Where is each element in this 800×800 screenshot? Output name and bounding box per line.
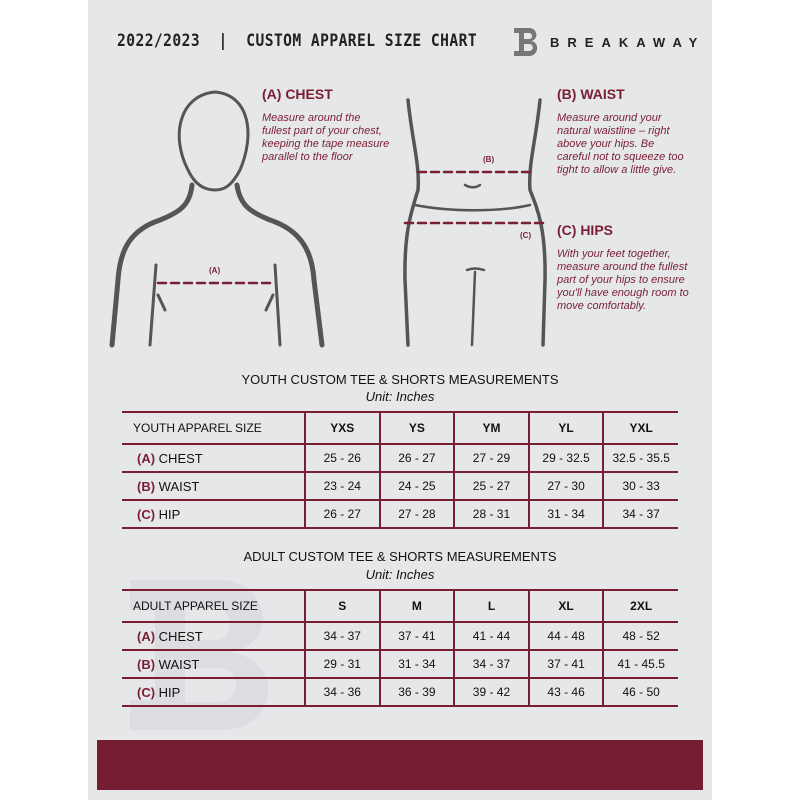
- cell: 25 - 27: [453, 471, 529, 501]
- size-header: YXS: [304, 411, 380, 445]
- cell: 27 - 30: [527, 471, 604, 501]
- chest-marker: (A): [209, 266, 221, 275]
- footer-bar: [97, 740, 703, 790]
- table-row: (C) HIP 26 - 27 27 - 28 28 - 31 31 - 34 34 - …: [122, 499, 678, 529]
- cell: 30 - 33: [602, 471, 678, 501]
- lower-body-figure: [403, 98, 547, 347]
- cell: 25 - 26: [304, 443, 380, 473]
- table-row: (B) WAIST 23 - 24 24 - 25 25 - 27 27 - 30 30 …: [122, 471, 678, 501]
- cell: 27 - 29: [453, 443, 529, 473]
- size-header: L: [453, 589, 529, 623]
- cell: 48 - 52: [602, 621, 678, 651]
- cell: 27 - 28: [378, 499, 455, 529]
- cell: 46 - 50: [602, 677, 678, 707]
- cell: 32.5 - 35.5: [602, 443, 678, 473]
- cell: 36 - 39: [378, 677, 455, 707]
- upper-body-figure: [109, 90, 325, 348]
- adult-table-title: ADULT CUSTOM TEE & SHORTS MEASUREMENTS: [243, 549, 557, 564]
- brand-logo: BREAKAWAY: [512, 26, 705, 58]
- size-label: ADULT APPAREL SIZE: [122, 589, 305, 623]
- cell: 41 - 45.5: [602, 649, 678, 679]
- waist-description: Measure around your natural waistline – …: [557, 112, 684, 176]
- hips-heading: (C) HIPS: [557, 222, 613, 238]
- cell: 29 - 32.5: [527, 443, 604, 473]
- cell: 41 - 44: [453, 621, 529, 651]
- size-header: XL: [527, 589, 604, 623]
- hips-description: With your feet together, measure around …: [557, 248, 689, 312]
- table-header-row: ADULT APPAREL SIZE S M L XL 2XL: [122, 589, 678, 623]
- cell: 34 - 37: [453, 649, 529, 679]
- size-label: YOUTH APPAREL SIZE: [122, 411, 305, 445]
- cell: 34 - 37: [602, 499, 678, 529]
- cell: 31 - 34: [378, 649, 455, 679]
- waist-heading: (B) WAIST: [557, 86, 625, 102]
- cell: 26 - 27: [304, 499, 380, 529]
- cell: 29 - 31: [304, 649, 380, 679]
- youth-unit: Unit: Inches: [365, 389, 435, 404]
- adult-size-table: ADULT APPAREL SIZE S M L XL 2XL (A) CHES…: [122, 589, 678, 707]
- cell: 37 - 41: [527, 649, 604, 679]
- table-row: (A) CHEST 34 - 37 37 - 41 41 - 44 44 - 48 48 …: [122, 621, 678, 651]
- size-header: YL: [527, 411, 604, 445]
- logo-mark: [514, 28, 538, 56]
- chest-description: Measure around the fullest part of your …: [262, 112, 390, 163]
- page-title: 2022/2023 | CUSTOM APPAREL SIZE CHART: [117, 31, 478, 51]
- size-header: YM: [453, 411, 529, 445]
- cell: 24 - 25: [378, 471, 455, 501]
- row-label: (A) CHEST: [122, 443, 305, 473]
- youth-table-title: YOUTH CUSTOM TEE & SHORTS MEASUREMENTS: [241, 372, 559, 387]
- size-header: S: [304, 589, 380, 623]
- size-header: YXL: [602, 411, 678, 445]
- row-label: (B) WAIST: [122, 471, 305, 501]
- size-header: 2XL: [602, 589, 678, 623]
- table-row: (C) HIP 34 - 36 36 - 39 39 - 42 43 - 46 46 - …: [122, 677, 678, 707]
- size-header: YS: [378, 411, 455, 445]
- cell: 37 - 41: [378, 621, 455, 651]
- cell: 31 - 34: [527, 499, 604, 529]
- waist-marker: (B): [483, 155, 495, 164]
- cell: 43 - 46: [527, 677, 604, 707]
- cell: 23 - 24: [304, 471, 380, 501]
- row-label: (A) CHEST: [122, 621, 305, 651]
- cell: 44 - 48: [527, 621, 604, 651]
- chest-heading: (A) CHEST: [262, 86, 333, 102]
- cell: 39 - 42: [453, 677, 529, 707]
- brand-name: BREAKAWAY: [550, 34, 706, 50]
- cell: 26 - 27: [378, 443, 455, 473]
- cell: 34 - 37: [304, 621, 380, 651]
- table-row: (A) CHEST 25 - 26 26 - 27 27 - 29 29 - 32.5 3…: [122, 443, 678, 473]
- row-label: (B) WAIST: [122, 649, 305, 679]
- row-label: (C) HIP: [122, 677, 305, 707]
- body-figures: [109, 90, 547, 348]
- youth-size-table: YOUTH APPAREL SIZE YXS YS YM YL YXL (A) …: [122, 411, 678, 529]
- table-header-row: YOUTH APPAREL SIZE YXS YS YM YL YXL: [122, 411, 678, 445]
- cell: 28 - 31: [453, 499, 529, 529]
- row-label: (C) HIP: [122, 499, 305, 529]
- adult-unit: Unit: Inches: [365, 567, 435, 582]
- hip-marker: (C): [520, 231, 532, 240]
- cell: 34 - 36: [304, 677, 380, 707]
- size-header: M: [378, 589, 455, 623]
- table-row: (B) WAIST 29 - 31 31 - 34 34 - 37 37 - 41 41 …: [122, 649, 678, 679]
